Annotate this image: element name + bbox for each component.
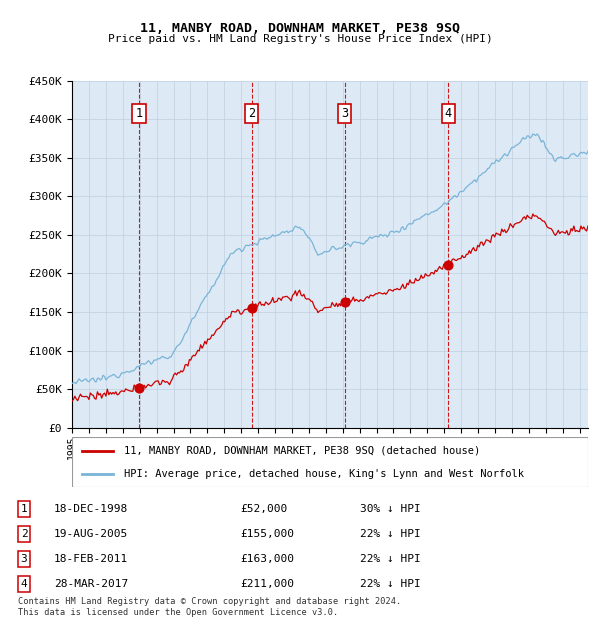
Point: [443, 260, 453, 270]
FancyBboxPatch shape: [72, 437, 588, 487]
Text: 22% ↓ HPI: 22% ↓ HPI: [360, 529, 421, 539]
Text: 11, MANBY ROAD, DOWNHAM MARKET, PE38 9SQ: 11, MANBY ROAD, DOWNHAM MARKET, PE38 9SQ: [140, 22, 460, 35]
Text: 22% ↓ HPI: 22% ↓ HPI: [360, 554, 421, 564]
Text: 1: 1: [20, 504, 28, 514]
Point: [340, 297, 350, 307]
Text: 30% ↓ HPI: 30% ↓ HPI: [360, 504, 421, 514]
Text: £163,000: £163,000: [240, 554, 294, 564]
Text: 1: 1: [136, 107, 143, 120]
Point: [134, 383, 144, 392]
Text: 28-MAR-2017: 28-MAR-2017: [54, 579, 128, 589]
Text: HPI: Average price, detached house, King's Lynn and West Norfolk: HPI: Average price, detached house, King…: [124, 469, 524, 479]
Text: 3: 3: [20, 554, 28, 564]
Text: 2: 2: [248, 107, 256, 120]
Text: 3: 3: [341, 107, 349, 120]
Text: 4: 4: [20, 579, 28, 589]
Text: 2: 2: [20, 529, 28, 539]
Text: 22% ↓ HPI: 22% ↓ HPI: [360, 579, 421, 589]
Text: 11, MANBY ROAD, DOWNHAM MARKET, PE38 9SQ (detached house): 11, MANBY ROAD, DOWNHAM MARKET, PE38 9SQ…: [124, 446, 480, 456]
Text: £155,000: £155,000: [240, 529, 294, 539]
Text: Price paid vs. HM Land Registry's House Price Index (HPI): Price paid vs. HM Land Registry's House …: [107, 34, 493, 44]
Text: 18-FEB-2011: 18-FEB-2011: [54, 554, 128, 564]
Text: 19-AUG-2005: 19-AUG-2005: [54, 529, 128, 539]
Text: 18-DEC-1998: 18-DEC-1998: [54, 504, 128, 514]
Text: Contains HM Land Registry data © Crown copyright and database right 2024.
This d: Contains HM Land Registry data © Crown c…: [18, 598, 401, 617]
Text: 4: 4: [445, 107, 452, 120]
Text: £211,000: £211,000: [240, 579, 294, 589]
Point: [247, 303, 257, 313]
Text: £52,000: £52,000: [240, 504, 287, 514]
